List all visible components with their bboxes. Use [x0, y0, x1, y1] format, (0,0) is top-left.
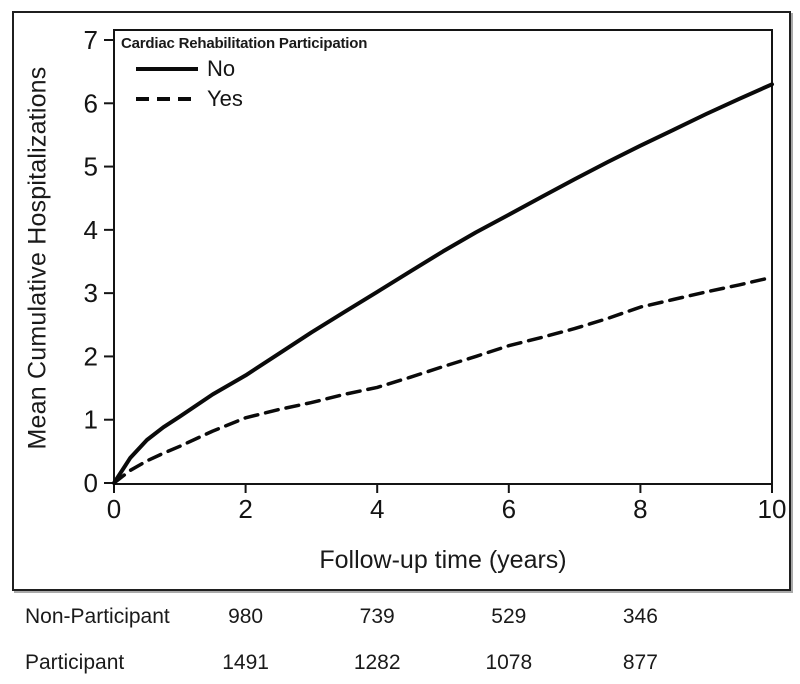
solid-line-sample [136, 67, 198, 71]
y-tick-label: 5 [84, 152, 98, 182]
x-axis-title: Follow-up time (years) [319, 546, 567, 574]
y-tick-label: 6 [84, 88, 98, 118]
risk-count: 1491 [222, 651, 269, 674]
y-tick-label: 0 [84, 468, 98, 498]
legend: Cardiac Rehabilitation Participation No … [121, 35, 367, 113]
figure-border [12, 11, 791, 591]
x-tick-label: 8 [633, 494, 647, 524]
y-axis-title: Mean Cumulative Hospitalizations [23, 66, 52, 450]
y-tick-label: 1 [84, 405, 98, 435]
x-tick-label: 2 [238, 494, 252, 524]
dashed-line-sample [136, 97, 198, 101]
risk-count: 1282 [353, 651, 401, 674]
x-tick-label: 10 [758, 494, 787, 524]
legend-entry-no: No [136, 55, 367, 83]
risk-count: 1078 [485, 651, 533, 674]
y-tick-label: 4 [84, 215, 98, 245]
risk-count: 529 [491, 605, 527, 628]
series-no-curve [112, 82, 774, 485]
y-tick-label: 3 [84, 278, 98, 308]
legend-title: Cardiac Rehabilitation Participation [121, 35, 368, 52]
plot-frame [113, 29, 773, 485]
y-tick-label: 2 [84, 341, 98, 371]
risk-count: 877 [622, 651, 658, 674]
x-tick-label: 6 [502, 494, 516, 524]
risk-count: 739 [359, 605, 395, 628]
y-tick-label: 7 [84, 25, 98, 55]
legend-label: Yes [207, 86, 243, 111]
series-yes-curve [112, 275, 774, 485]
legend-entry-yes: Yes [136, 85, 367, 113]
legend-label: No [207, 56, 236, 81]
risk-count: 980 [228, 605, 264, 628]
x-tick-label: 4 [370, 494, 384, 524]
risk-count: 346 [622, 605, 658, 628]
risk-row-label-participant: Participant [25, 651, 125, 674]
x-tick-label: 0 [107, 494, 121, 524]
risk-row-label-non-participant: Non-Participant [25, 605, 170, 628]
